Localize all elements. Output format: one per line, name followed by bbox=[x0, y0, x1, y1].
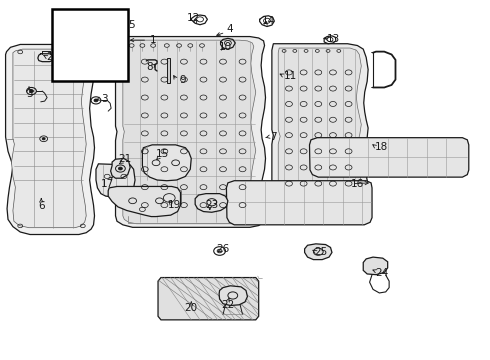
Text: 3: 3 bbox=[25, 89, 32, 99]
Polygon shape bbox=[195, 194, 228, 212]
Text: 9: 9 bbox=[179, 75, 186, 85]
Polygon shape bbox=[111, 158, 130, 178]
Polygon shape bbox=[158, 278, 259, 320]
Text: 3: 3 bbox=[101, 94, 108, 104]
Text: 5: 5 bbox=[128, 20, 135, 30]
Polygon shape bbox=[363, 257, 388, 275]
Text: 12: 12 bbox=[187, 13, 200, 23]
Polygon shape bbox=[5, 44, 95, 234]
Text: 25: 25 bbox=[315, 247, 328, 257]
Polygon shape bbox=[305, 244, 332, 260]
Text: 2: 2 bbox=[46, 52, 53, 62]
Polygon shape bbox=[310, 138, 469, 177]
Text: 16: 16 bbox=[351, 179, 364, 189]
Text: 17: 17 bbox=[100, 179, 114, 189]
Polygon shape bbox=[11, 49, 86, 228]
Text: 26: 26 bbox=[217, 244, 230, 254]
FancyBboxPatch shape bbox=[52, 9, 128, 81]
Text: 14: 14 bbox=[262, 17, 275, 27]
Text: 7: 7 bbox=[270, 132, 277, 142]
Circle shape bbox=[42, 138, 45, 140]
Text: 13: 13 bbox=[327, 35, 341, 44]
Text: 11: 11 bbox=[283, 71, 296, 81]
Text: 15: 15 bbox=[156, 149, 170, 159]
Polygon shape bbox=[226, 181, 372, 225]
Text: 21: 21 bbox=[119, 154, 132, 164]
Text: 23: 23 bbox=[205, 200, 219, 210]
Text: 24: 24 bbox=[375, 267, 389, 278]
Polygon shape bbox=[143, 145, 191, 181]
Text: 8: 8 bbox=[146, 62, 152, 72]
Circle shape bbox=[29, 90, 33, 93]
Polygon shape bbox=[278, 48, 361, 194]
Text: 1: 1 bbox=[150, 35, 156, 45]
Circle shape bbox=[217, 249, 222, 253]
Text: 10: 10 bbox=[219, 42, 232, 52]
Polygon shape bbox=[167, 58, 170, 83]
Polygon shape bbox=[219, 286, 247, 306]
Text: 18: 18 bbox=[375, 142, 389, 152]
Text: 20: 20 bbox=[185, 303, 198, 314]
Text: 4: 4 bbox=[226, 24, 233, 35]
Text: 6: 6 bbox=[38, 201, 45, 211]
Polygon shape bbox=[96, 164, 135, 197]
Text: 22: 22 bbox=[221, 300, 235, 310]
Circle shape bbox=[94, 99, 98, 102]
Circle shape bbox=[119, 167, 122, 170]
Polygon shape bbox=[116, 37, 266, 227]
Polygon shape bbox=[108, 186, 180, 217]
Text: 19: 19 bbox=[168, 200, 181, 210]
Polygon shape bbox=[123, 40, 256, 224]
Polygon shape bbox=[272, 44, 368, 199]
